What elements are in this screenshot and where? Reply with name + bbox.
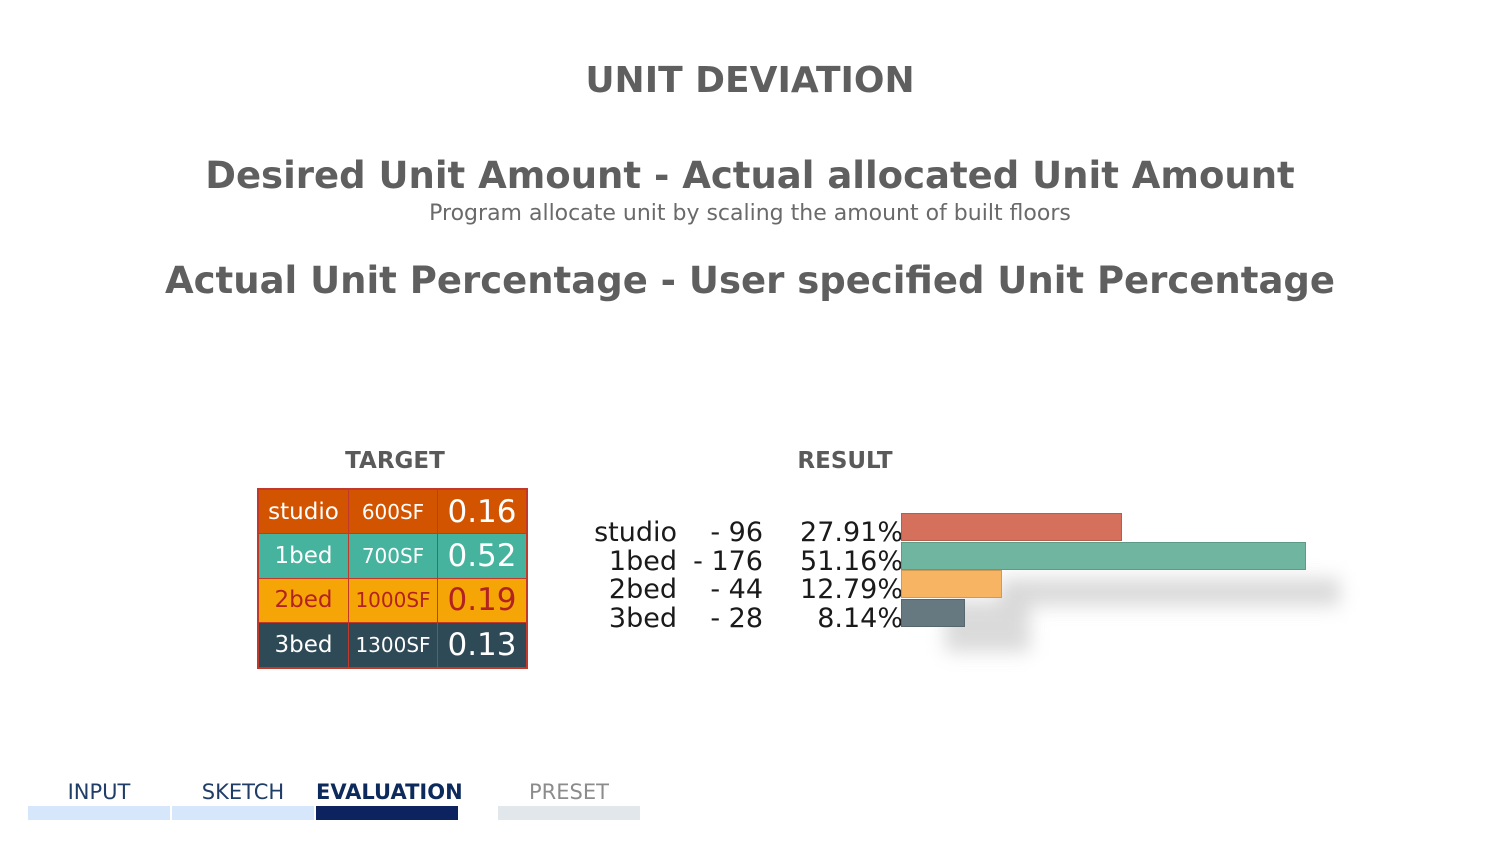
tab-label: INPUT — [67, 780, 131, 804]
tab-sketch[interactable]: SKETCH — [172, 778, 314, 820]
result-bar-studio — [901, 513, 1122, 541]
bar-shadow — [945, 600, 1030, 652]
page-title: UNIT DEVIATION — [585, 60, 915, 101]
tab-label: EVALUATION — [316, 780, 463, 804]
tab-progress-bar — [28, 806, 170, 820]
target-unit-ratio: 0.13 — [438, 622, 526, 667]
result-unit-percent: 8.14% — [817, 602, 903, 634]
target-unit-table: studio 600SF 0.16 1bed 700SF 0.52 2bed 1000SF 0.… — [257, 488, 528, 669]
unit-amount-formula: Desired Unit Amount - Actual allocated U… — [205, 154, 1295, 197]
unit-percentage-formula: Actual Unit Percentage - User specified … — [164, 259, 1336, 302]
tab-label: SKETCH — [201, 780, 285, 804]
result-unit-type: 1bed — [608, 545, 677, 577]
result-heading: RESULT — [797, 448, 893, 474]
workflow-nav: INPUT SKETCH EVALUATION PRESET — [28, 778, 648, 828]
tab-progress-bar — [316, 806, 458, 820]
tab-input[interactable]: INPUT — [28, 778, 170, 820]
allocation-note: Program allocate unit by scaling the amo… — [429, 201, 1071, 226]
tab-preset[interactable]: PRESET — [498, 778, 640, 820]
tab-label: PRESET — [529, 780, 609, 804]
target-unit-size: 700SF — [349, 534, 438, 579]
result-unit-count: - 44 — [710, 574, 763, 605]
result-unit-percent: 51.16% — [800, 545, 903, 577]
bar-shadow — [1000, 578, 1340, 606]
result-unit-type: 3bed — [608, 602, 677, 634]
tab-progress-bar — [498, 806, 640, 820]
result-bar-2bed — [901, 570, 1002, 598]
target-unit-size: 1000SF — [349, 578, 438, 623]
target-unit-ratio: 0.19 — [438, 578, 526, 623]
target-unit-type: 1bed — [259, 534, 349, 579]
target-unit-type: studio — [259, 490, 349, 535]
result-unit-type: studio — [594, 517, 677, 548]
target-unit-size: 1300SF — [349, 622, 438, 667]
tab-progress-bar — [172, 806, 314, 820]
target-unit-ratio: 0.52 — [438, 534, 526, 579]
result-unit-type: 2bed — [608, 574, 677, 605]
result-bar-3bed — [901, 598, 965, 627]
result-bar-1bed — [901, 541, 1306, 570]
target-unit-type: 2bed — [259, 578, 349, 623]
result-unit-count: - 28 — [710, 602, 763, 634]
result-unit-percent: 27.91% — [800, 517, 903, 548]
target-unit-ratio: 0.16 — [438, 490, 526, 535]
tab-evaluation[interactable]: EVALUATION — [316, 778, 463, 820]
target-heading: TARGET — [345, 448, 445, 474]
result-unit-percent: 12.79% — [800, 574, 903, 605]
target-unit-size: 600SF — [349, 490, 438, 535]
result-unit-count: - 96 — [710, 517, 763, 548]
target-unit-type: 3bed — [259, 622, 349, 667]
result-unit-count: - 176 — [693, 545, 763, 577]
